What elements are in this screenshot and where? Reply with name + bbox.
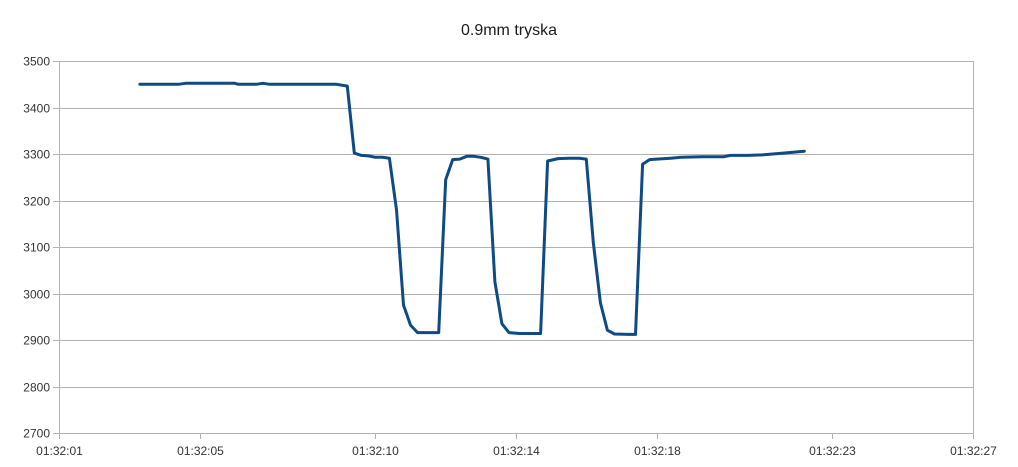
data-point [641, 163, 644, 166]
data-point [458, 157, 461, 161]
data-point [729, 154, 732, 157]
data-point [367, 154, 370, 158]
data-point [437, 331, 440, 334]
y-tick-label: 3300 [23, 148, 50, 162]
data-point [177, 83, 180, 86]
data-point [803, 150, 806, 153]
data-point [655, 157, 658, 161]
data-point [567, 157, 570, 160]
data-point [388, 157, 391, 160]
data-point [648, 158, 651, 161]
data-point [156, 83, 159, 86]
x-axis-tick-labels: 01:32:01 01:32:05 01:32:10 01:32:14 01:32:18… [36, 444, 997, 458]
data-point [634, 333, 637, 336]
data-point [268, 83, 272, 86]
y-tick-label: 2900 [23, 334, 50, 348]
data-point [310, 83, 314, 86]
data-point [760, 153, 764, 157]
x-tick-label: 01:32:14 [493, 444, 540, 458]
data-point [360, 154, 363, 157]
data-point [138, 83, 142, 86]
data-point [539, 332, 542, 335]
x-tick-label: 01:32:10 [352, 444, 399, 458]
data-point [395, 208, 398, 211]
data-point [289, 83, 293, 86]
data-point [209, 82, 212, 85]
data-point [722, 155, 725, 158]
data-point [254, 83, 258, 86]
chart-title: 0.9mm tryska [461, 22, 557, 39]
data-point [585, 157, 588, 161]
data-point [493, 280, 497, 284]
data-point [669, 157, 672, 160]
data-point [557, 157, 560, 160]
x-tick-label: 01:32:27 [950, 444, 997, 458]
data-point [592, 241, 595, 244]
y-axis-tick-labels: 2700 2800 2900 3000 3100 3200 3300 3400 3500 [23, 55, 50, 441]
y-tick-label: 3200 [23, 195, 50, 209]
data-point [409, 323, 412, 327]
data-point [680, 156, 683, 159]
data-point [486, 157, 490, 161]
x-tick-label: 01:32:01 [36, 444, 83, 458]
series-layer [138, 81, 806, 336]
gridlines [59, 61, 973, 434]
data-point [465, 155, 468, 158]
y-tick-label: 3100 [23, 241, 50, 255]
data-point [479, 156, 482, 159]
data-point [353, 151, 356, 155]
data-point [426, 331, 430, 334]
data-point [451, 158, 454, 161]
data-point [346, 84, 349, 88]
data-point [507, 331, 511, 334]
data-point [233, 82, 236, 85]
data-point [606, 329, 609, 332]
y-tick-label: 3500 [23, 55, 50, 69]
data-point [374, 156, 377, 159]
data-point [701, 155, 704, 158]
axes [53, 61, 974, 439]
data-point [528, 332, 532, 335]
data-point [518, 332, 521, 335]
data-point [627, 333, 630, 336]
data-point [578, 157, 581, 160]
data-point [325, 83, 328, 86]
x-tick-label: 01:32:05 [177, 444, 224, 458]
data-point [237, 83, 240, 86]
x-tick-label: 01:32:23 [809, 444, 856, 458]
data-point [381, 156, 384, 159]
data-point [416, 331, 419, 334]
series-line [138, 81, 806, 336]
data-point [782, 151, 785, 155]
data-point [500, 322, 504, 325]
y-tick-label: 3400 [23, 102, 50, 116]
data-point [613, 332, 616, 336]
data-point [184, 82, 187, 85]
data-point [472, 155, 475, 158]
data-point [444, 178, 447, 181]
x-tick-label: 01:32:18 [634, 444, 681, 458]
data-point [546, 159, 549, 163]
data-point [261, 82, 265, 85]
data-point [599, 301, 602, 304]
y-tick-label: 3000 [23, 288, 50, 302]
y-tick-label: 2700 [23, 427, 50, 441]
data-point [746, 154, 750, 157]
data-point [335, 83, 338, 86]
y-tick-label: 2800 [23, 381, 50, 395]
data-point [402, 303, 405, 307]
